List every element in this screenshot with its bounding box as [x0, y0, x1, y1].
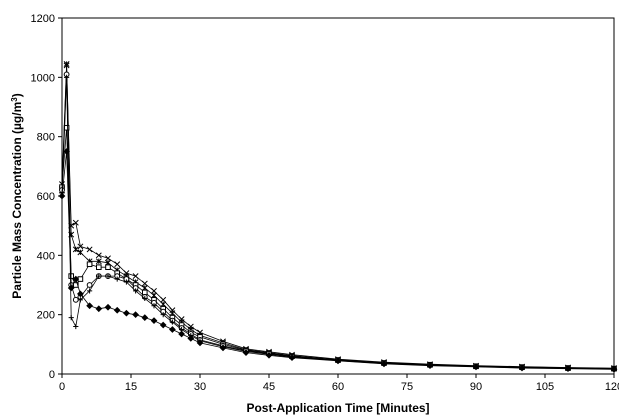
y-axis-title-superscript: 3 [10, 97, 19, 102]
plot-area [61, 17, 615, 375]
y-tick-label: 400 [37, 250, 55, 262]
x-axis-ticks: 0 15 30 45 60 75 90 105 120 [59, 374, 619, 393]
data-point [113, 306, 121, 314]
data-point [187, 335, 195, 342]
data-point [610, 365, 618, 373]
data-point [96, 273, 102, 279]
data-point [114, 276, 120, 282]
x-tick-label: 90 [470, 381, 482, 393]
data-point [114, 261, 121, 268]
data-point [219, 344, 227, 352]
data-point [72, 296, 79, 303]
data-point [518, 364, 526, 372]
data-point [105, 264, 111, 270]
y-axis-ticks: 0 200 400 600 800 1000 1200 [31, 13, 62, 381]
data-point [132, 273, 139, 280]
data-point [95, 252, 102, 259]
y-axis-title-close: ) [10, 93, 24, 97]
y-tick-label: 800 [37, 132, 55, 144]
data-point [242, 349, 250, 357]
data-point [67, 284, 75, 292]
data-point [472, 363, 480, 371]
y-tick-label: 0 [49, 369, 55, 381]
data-point [95, 258, 102, 265]
data-point [63, 148, 70, 155]
x-tick-label: 60 [332, 381, 344, 393]
data-point [132, 311, 139, 319]
data-point [77, 297, 83, 303]
data-point [77, 243, 84, 250]
series-diamond [58, 148, 618, 373]
data-point [288, 354, 296, 362]
data-point [150, 317, 158, 324]
data-point [105, 273, 111, 279]
data-point [86, 302, 93, 310]
x-tick-label: 75 [401, 381, 413, 393]
data-point [160, 296, 167, 303]
series-layer [58, 61, 618, 373]
data-point [72, 275, 80, 283]
y-axis-title: Particle Mass Concentration (µg/m3) [10, 93, 24, 298]
y-axis-title-main: Particle Mass Concentration (µg/m [10, 102, 24, 299]
data-point [151, 287, 157, 294]
y-tick-label: 600 [37, 191, 55, 203]
data-point [63, 61, 70, 67]
data-point [426, 362, 434, 370]
data-point [68, 315, 74, 321]
data-point [64, 74, 70, 80]
data-point [86, 282, 93, 288]
data-point [564, 365, 572, 373]
data-point [196, 339, 204, 347]
y-tick-label: 200 [37, 310, 55, 322]
data-point [86, 261, 93, 268]
x-tick-label: 15 [125, 381, 137, 393]
data-point [142, 295, 148, 301]
data-point [86, 246, 93, 253]
data-point [169, 319, 175, 325]
x-tick-label: 0 [59, 381, 65, 393]
data-point [178, 330, 185, 338]
data-point [87, 288, 93, 294]
data-point [77, 290, 84, 298]
data-point [104, 303, 112, 311]
x-tick-label: 45 [263, 381, 275, 393]
data-point [123, 279, 129, 285]
data-point [73, 323, 79, 330]
data-point [72, 219, 79, 226]
y-tick-label: 1000 [31, 72, 55, 84]
x-tick-label: 105 [536, 381, 554, 393]
data-point [96, 264, 102, 270]
data-point [151, 303, 157, 309]
data-point [169, 326, 176, 333]
y-tick-label: 1200 [31, 13, 55, 25]
data-point [123, 309, 130, 317]
x-axis-title: Post-Application Time [Minutes] [246, 401, 429, 415]
data-point [105, 255, 111, 262]
data-point [159, 321, 167, 329]
data-point [72, 246, 79, 253]
data-point [95, 305, 103, 313]
x-tick-label: 30 [194, 381, 206, 393]
data-point [133, 288, 139, 294]
data-point [334, 357, 342, 365]
data-point [160, 312, 166, 318]
data-point [265, 351, 273, 359]
data-point [380, 360, 388, 368]
data-point [141, 314, 149, 321]
data-point [141, 280, 148, 287]
x-tick-label: 120 [605, 381, 619, 393]
data-point [77, 249, 84, 256]
